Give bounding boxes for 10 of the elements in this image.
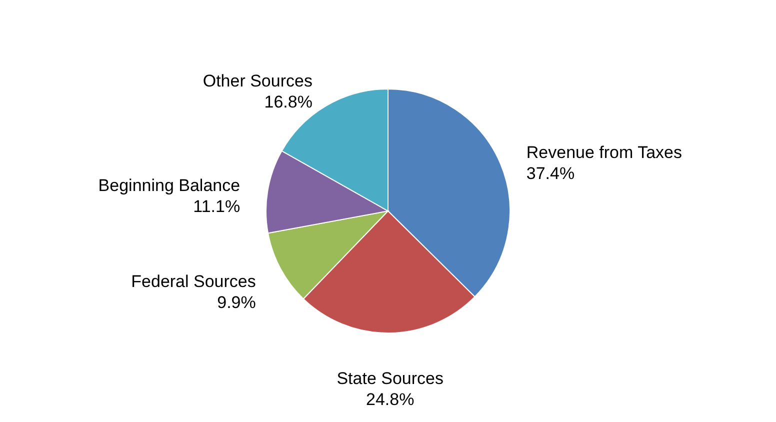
data-label: 11.1%	[193, 197, 240, 216]
slice-label: Other Sources	[202, 71, 312, 90]
slice-label: Federal Sources	[131, 272, 256, 292]
data-label: 9.9%	[217, 293, 256, 312]
data-label: 24.8%	[366, 390, 414, 409]
slice-label: Beginning Balance	[98, 176, 240, 196]
data-label: 37.4%	[526, 164, 575, 184]
slice-label: State Sources	[336, 368, 444, 388]
slice-label: Revenue from Taxes	[526, 143, 682, 162]
data-label: 16.8%	[264, 92, 312, 112]
